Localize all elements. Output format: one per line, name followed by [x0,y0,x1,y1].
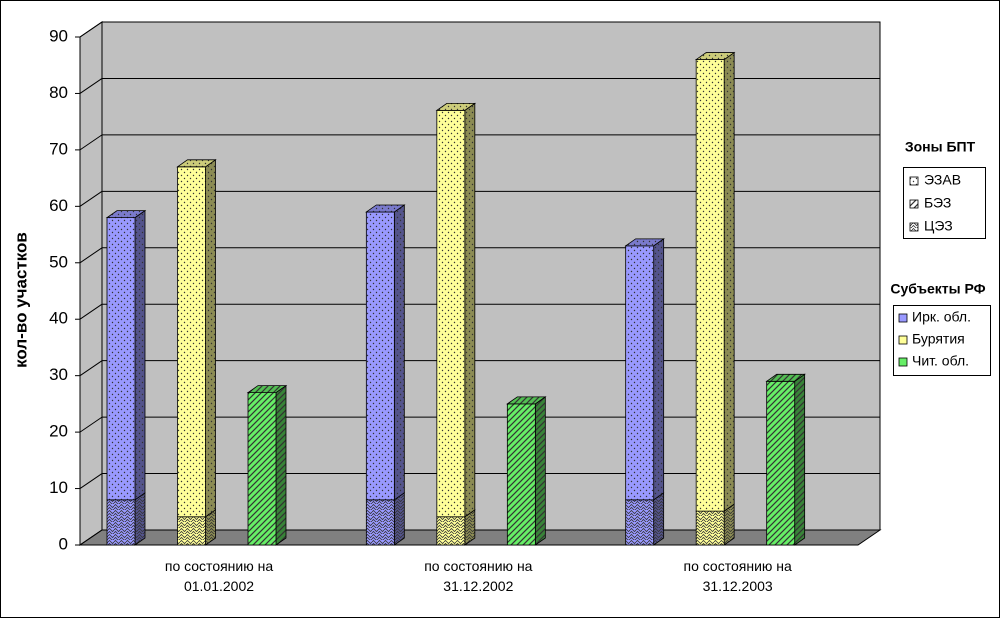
grid-line [79,303,103,320]
legend-label: ЭЗАВ [924,172,961,188]
bar-segment [506,403,536,546]
bar-top [624,238,665,247]
grid-line [79,134,103,151]
bar-segment [695,510,725,546]
bar-side [393,204,405,501]
bar-side [134,209,146,501]
bar-top [365,204,406,213]
bar-top [506,396,547,405]
y-tick-label: 0 [59,534,68,553]
grid-line [79,78,103,94]
y-tick-label: 70 [49,139,68,158]
bar-side [464,102,476,518]
bar-side [653,238,665,501]
y-tick-label: 20 [49,422,68,441]
bar-side [794,373,806,546]
bar-segment [436,516,466,546]
x-tick-label: по состоянию на 01.01.2002 [164,558,274,594]
bar-segment [625,499,655,546]
bar-side [393,492,405,546]
series-legend-title: Субъекты РФ [890,281,985,297]
legend-label: БЭЗ [924,195,951,211]
bar-segment [106,217,136,501]
x-tick-label: по состоянию на 31.12.2003 [683,558,792,594]
bar-top [694,52,736,60]
bar-side [653,492,665,546]
bar-side [723,51,735,512]
y-tick-label: 40 [49,309,68,328]
back-wall [101,21,881,531]
legend-swatch [909,222,919,232]
y-tick-label: 10 [49,478,68,497]
bar-side [275,384,287,546]
y-tick-label: 30 [49,365,68,384]
bar-top [176,159,217,168]
x-tick-label: по состоянию на 31.12.2002 [424,558,533,594]
legend-label: ЦЭЗ [924,218,953,234]
grid-line [79,529,103,546]
bar-segment [365,499,395,546]
grid-line [79,416,103,433]
legend-swatch [909,176,919,186]
legend-swatch [898,357,908,367]
bar-top [105,210,147,219]
bar-segment [695,59,725,512]
legend-label: Ирк. обл. [912,309,971,325]
bar-side [205,159,216,518]
zones-legend-title: Зоны БПТ [905,139,976,155]
bar-segment [247,392,277,546]
legend-swatch [909,199,919,209]
bar-segment [177,166,206,518]
bar-top [246,385,288,394]
bar-side [534,396,546,546]
y-tick-label: 60 [49,196,68,215]
bar-top [435,102,477,111]
legend-swatch [898,335,908,345]
bar-segment [766,380,796,546]
grid-line [79,473,103,489]
bar-segment [177,516,206,546]
grid-line [79,21,103,38]
bar-segment [365,211,395,501]
side-wall [79,21,103,546]
series-legend-box [893,305,991,376]
y-tick-label: 50 [49,252,68,271]
grid-line [79,360,103,377]
legend-label: Бурятия [912,331,965,347]
bar-segment [436,109,466,518]
bar-top [765,373,806,382]
bar-side [134,492,146,546]
legend-swatch [898,313,908,323]
bar-segment [625,245,655,501]
grid-line [79,247,103,264]
legend-label: Чит. обл. [912,353,969,369]
y-axis-label: кол-во участков [11,232,30,368]
grid-line [79,190,103,207]
y-tick-label: 80 [49,83,68,102]
y-tick-label: 90 [49,26,68,45]
bar-segment [106,499,136,546]
